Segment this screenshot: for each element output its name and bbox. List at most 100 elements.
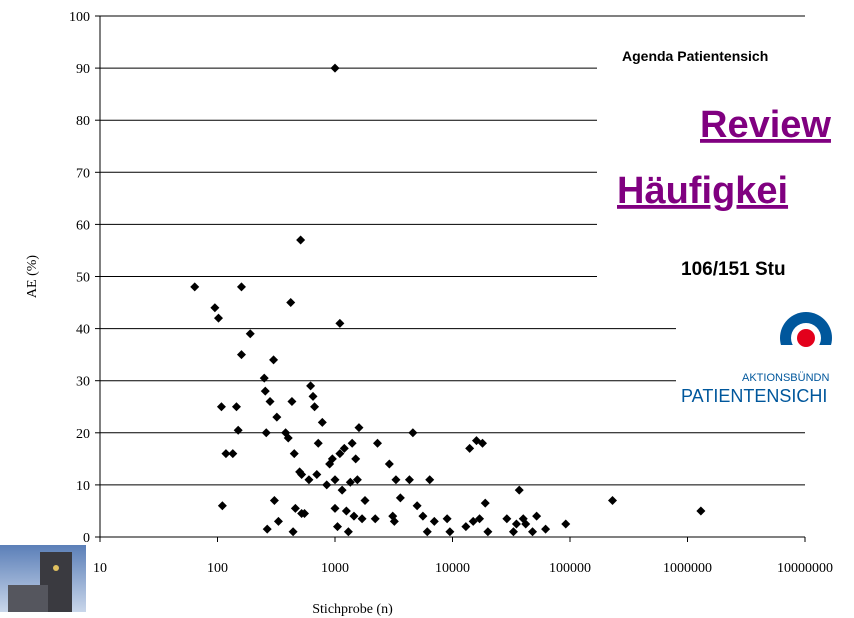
point <box>423 527 432 536</box>
point <box>373 439 382 448</box>
logo <box>797 329 815 347</box>
point <box>314 439 323 448</box>
y-axis-label: AE (%) <box>25 255 40 298</box>
photo <box>53 565 59 571</box>
point <box>272 413 281 422</box>
x-axis-label: Stichprobe (n) <box>312 602 393 617</box>
point <box>532 512 541 521</box>
point <box>290 449 299 458</box>
point <box>515 486 524 495</box>
overlay: Agenda Patientensich Review Häufigkei 10… <box>597 40 854 412</box>
y-tick-label: 30 <box>76 375 90 390</box>
point <box>309 392 318 401</box>
y-tick-label: 100 <box>69 10 90 25</box>
agenda: Agenda Patientensich <box>622 48 768 64</box>
point <box>351 454 360 463</box>
point <box>502 514 511 523</box>
y-tick-label: 20 <box>76 427 90 442</box>
point <box>528 527 537 536</box>
point <box>608 496 617 505</box>
point <box>445 527 454 536</box>
y-tick-label: 90 <box>76 62 90 77</box>
photo <box>0 545 86 612</box>
point <box>274 517 283 526</box>
point <box>304 475 313 484</box>
point <box>296 236 305 245</box>
point <box>261 387 270 396</box>
point <box>413 501 422 510</box>
point <box>322 480 331 489</box>
x-tick-label: 100000 <box>549 561 591 576</box>
point <box>349 512 358 521</box>
point <box>461 522 470 531</box>
point <box>418 512 427 521</box>
point <box>541 525 550 534</box>
point <box>509 527 518 536</box>
point <box>405 475 414 484</box>
point <box>228 449 237 458</box>
point <box>348 439 357 448</box>
point <box>481 499 490 508</box>
point <box>360 496 369 505</box>
point <box>396 493 405 502</box>
point <box>333 522 342 531</box>
point <box>270 496 279 505</box>
point <box>561 519 570 528</box>
point <box>318 418 327 427</box>
point <box>443 514 452 523</box>
point <box>234 426 243 435</box>
y-tick-label: 40 <box>76 323 90 338</box>
point <box>306 381 315 390</box>
point <box>266 397 275 406</box>
point <box>289 527 298 536</box>
point <box>217 402 226 411</box>
x-tick-label: 1000 <box>321 561 349 576</box>
point <box>483 527 492 536</box>
point <box>358 514 367 523</box>
x-tick-label: 100 <box>207 561 228 576</box>
point <box>335 319 344 328</box>
point <box>338 486 347 495</box>
y-tick-label: 50 <box>76 271 90 286</box>
point <box>391 475 400 484</box>
chart: 0102030405060708090100101001000100001000… <box>0 0 854 618</box>
point <box>430 517 439 526</box>
photo <box>8 585 48 612</box>
point <box>354 423 363 432</box>
y-tick-label: 60 <box>76 218 90 233</box>
point <box>696 506 705 515</box>
point <box>218 501 227 510</box>
y-tick-label: 80 <box>76 114 90 129</box>
point <box>260 374 269 383</box>
y-tick-label: 0 <box>83 531 90 546</box>
point <box>190 282 199 291</box>
point <box>246 329 255 338</box>
point <box>465 444 474 453</box>
point <box>331 64 340 73</box>
point <box>237 350 246 359</box>
point <box>287 397 296 406</box>
title-line: Häufigkei <box>617 170 788 212</box>
logo-text: AKTIONSBÜNDN <box>742 372 829 384</box>
point <box>385 460 394 469</box>
point <box>263 525 272 534</box>
point <box>344 527 353 536</box>
title-line: Review <box>700 104 831 146</box>
point <box>425 475 434 484</box>
y-tick-label: 70 <box>76 166 90 181</box>
point <box>312 470 321 479</box>
point <box>237 282 246 291</box>
x-tick-label: 1000000 <box>663 561 712 576</box>
overlay-background <box>597 40 854 292</box>
point <box>512 519 521 528</box>
y-tick-label: 10 <box>76 479 90 494</box>
point <box>262 428 271 437</box>
studies: 106/151 Stu <box>681 259 786 280</box>
x-tick-label: 10 <box>93 561 107 576</box>
point <box>291 504 300 513</box>
point <box>331 504 340 513</box>
point <box>286 298 295 307</box>
point <box>371 514 380 523</box>
point <box>214 314 223 323</box>
logo-text: PATIENTENSICHI <box>681 386 827 406</box>
